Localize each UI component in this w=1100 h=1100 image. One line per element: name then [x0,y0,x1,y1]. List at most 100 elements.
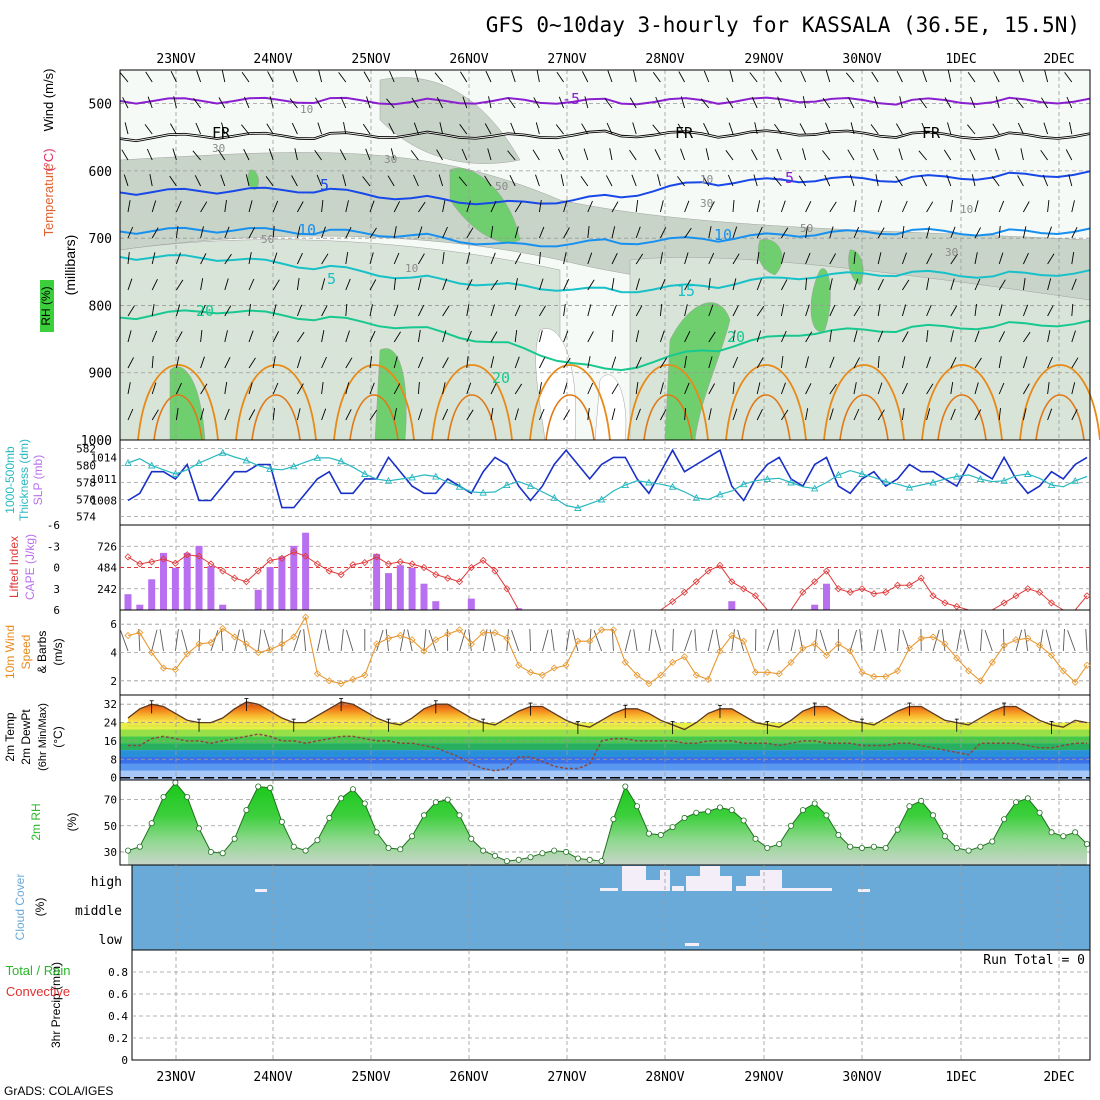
wind-barb [751,96,758,109]
contour-label: FR [212,124,231,142]
lifted-index-marker [325,567,333,575]
wind-barb [538,382,542,395]
wind-barb [635,305,643,317]
wind-barb [442,305,450,317]
cape-bar [207,566,215,610]
wind-barb [220,174,226,187]
contour-labels: 5 FR FR FR -5 -5 10 10 5 15 20 20 20 30 30 30 50 50 50 10 10… [196,90,973,387]
wind-barb [611,356,617,369]
wind-barb [1071,200,1075,213]
wind-speed-marker [479,629,487,637]
wind-barb [345,200,349,213]
rh-marker [409,833,416,840]
wind-barb [859,629,863,652]
rh-marker [906,803,913,810]
wind-speed-marker [598,626,606,634]
top-date-label: 2DEC [1043,52,1074,67]
wind-barb [293,629,302,652]
wind-barb [635,382,639,395]
contour-label: -5 [562,90,580,108]
wind-barb [345,357,353,369]
wind-speed-marker [207,639,215,647]
wind-barb [369,409,378,421]
wind-speed-marker [870,673,878,681]
wind-speed-marker [491,629,499,637]
wind-barb [413,174,419,187]
lifted-index-marker [432,571,440,579]
wind-barb [1042,174,1049,187]
lifted-index-marker [858,585,866,593]
rh-marker [811,800,818,807]
wind-barb [732,253,740,265]
cape-bar [219,604,227,610]
wind-speed-marker [621,658,629,666]
wind-barb [1022,408,1027,421]
contour-label: 5 [327,270,336,288]
wind-barb [777,96,782,109]
wind-barb [303,629,307,652]
wind-barb [127,408,134,421]
y-axis-label: 2m Temp [3,712,17,761]
wind-barb [604,98,613,109]
wind-barb [466,409,474,421]
wind-barb [314,149,322,161]
lifted-index-marker [242,578,250,586]
bottom-date-label: 2DEC [1043,1070,1074,1085]
wind-barb [1066,96,1073,109]
lifted-index-marker [195,552,203,560]
wind-barb [943,149,952,161]
wind-barb [756,200,761,213]
wind-barb [829,383,837,395]
wind-barb [127,200,131,213]
cloud-block [736,886,748,891]
bottom-date-label: 26NOV [449,1070,488,1085]
slp-tick-label: 1008 [91,494,118,507]
rh-marker [136,843,143,850]
lifted-index-marker [491,567,499,575]
contour-label: 30 [212,142,225,155]
wind-barb [151,304,155,317]
wind-barb [466,279,473,291]
rh-marker [1084,841,1091,848]
wind-barb [514,330,518,343]
wind-barb [514,201,522,213]
wind-barb [849,629,858,652]
thickness-tick-label: 578 [76,477,96,490]
wind-speed-marker [787,658,795,666]
wind-barb [242,629,247,652]
thickness-marker [858,470,866,477]
rh-marker [622,783,629,790]
wind-speed-marker [526,668,535,676]
top-date-label: 25NOV [351,52,390,67]
cape-bar [823,583,830,610]
wind-speed-marker [1000,641,1008,649]
wind-barb [468,629,472,652]
wind-speed-marker [302,613,310,621]
wind-barb [648,629,653,652]
li-tick-label: -6 [47,519,60,532]
wind-barb [466,227,474,239]
wind-barb [224,200,227,213]
wind-barb [466,356,469,369]
wind-barb [731,629,735,652]
wind-barb [802,148,807,161]
wind-barb [294,148,298,161]
wind-barb [345,303,348,317]
rh-marker [728,807,735,814]
wind-barb [660,357,668,369]
wind-speed-marker [751,668,760,676]
wind-barb [873,96,879,109]
wind-speed-marker [894,667,902,675]
wind-barb [507,150,516,161]
wind-barb [485,70,492,83]
rh-marker [125,847,132,854]
wind-barb [196,70,202,83]
cape-tick-label: 484 [97,562,117,575]
lifted-index-marker [467,563,475,572]
contour-label: 50 [495,180,508,193]
wind-barb [297,383,304,395]
wind-barb [339,149,347,161]
wind-barb [417,330,421,343]
temperature-ticks: 32 24 16 8 0 [104,698,118,785]
wind-barb [272,304,277,317]
